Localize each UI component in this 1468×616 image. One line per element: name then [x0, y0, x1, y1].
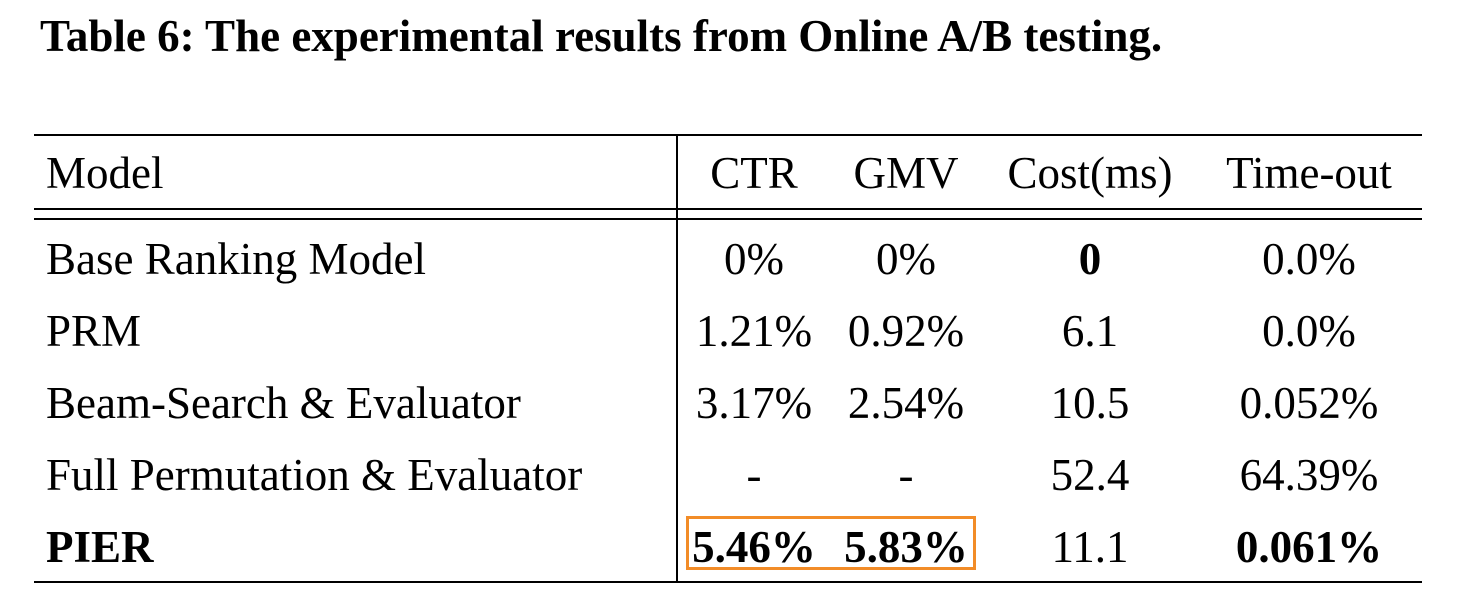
header-gmv: GMV	[853, 148, 959, 198]
row-base-gmv: 0%	[876, 234, 936, 284]
row-beam-cost: 10.5	[1050, 378, 1130, 428]
header-model: Model	[46, 148, 164, 198]
row-pier-cost: 11.1	[1051, 522, 1129, 572]
row-fullperm-gmv: -	[898, 450, 914, 500]
row-pier-timeout: 0.061%	[1235, 522, 1383, 572]
header-double-rule-upper	[34, 208, 1422, 210]
header-timeout: Time-out	[1226, 148, 1392, 198]
table-top-rule	[34, 134, 1422, 136]
column-separator	[676, 136, 678, 581]
row-fullperm-ctr: -	[746, 450, 762, 500]
row-pier-ctr: 5.46%	[692, 522, 816, 572]
row-pier-model: PIER	[46, 522, 154, 572]
header-ctr: CTR	[710, 148, 798, 198]
row-base-cost: 0	[1078, 234, 1102, 284]
highlight-box	[686, 516, 976, 570]
row-base-ctr: 0%	[724, 234, 784, 284]
row-base-model: Base Ranking Model	[46, 234, 426, 284]
row-pier-gmv: 5.83%	[844, 522, 968, 572]
row-beam-gmv: 2.54%	[847, 378, 965, 428]
row-fullperm-model: Full Permutation & Evaluator	[46, 450, 583, 500]
table-bottom-rule	[34, 581, 1422, 583]
row-prm-timeout: 0.0%	[1262, 306, 1356, 356]
row-prm-cost: 6.1	[1061, 306, 1119, 356]
row-prm-ctr: 1.21%	[695, 306, 813, 356]
row-beam-ctr: 3.17%	[695, 378, 813, 428]
row-beam-model: Beam-Search & Evaluator	[46, 378, 521, 428]
row-prm-gmv: 0.92%	[847, 306, 965, 356]
table-caption: Table 6: The experimental results from O…	[40, 11, 1163, 61]
header-double-rule-lower	[34, 218, 1422, 220]
row-prm-model: PRM	[46, 306, 142, 356]
row-fullperm-cost: 52.4	[1050, 450, 1130, 500]
row-fullperm-timeout: 64.39%	[1239, 450, 1379, 500]
row-beam-timeout: 0.052%	[1239, 378, 1379, 428]
row-base-timeout: 0.0%	[1262, 234, 1356, 284]
header-cost: Cost(ms)	[1007, 148, 1173, 198]
